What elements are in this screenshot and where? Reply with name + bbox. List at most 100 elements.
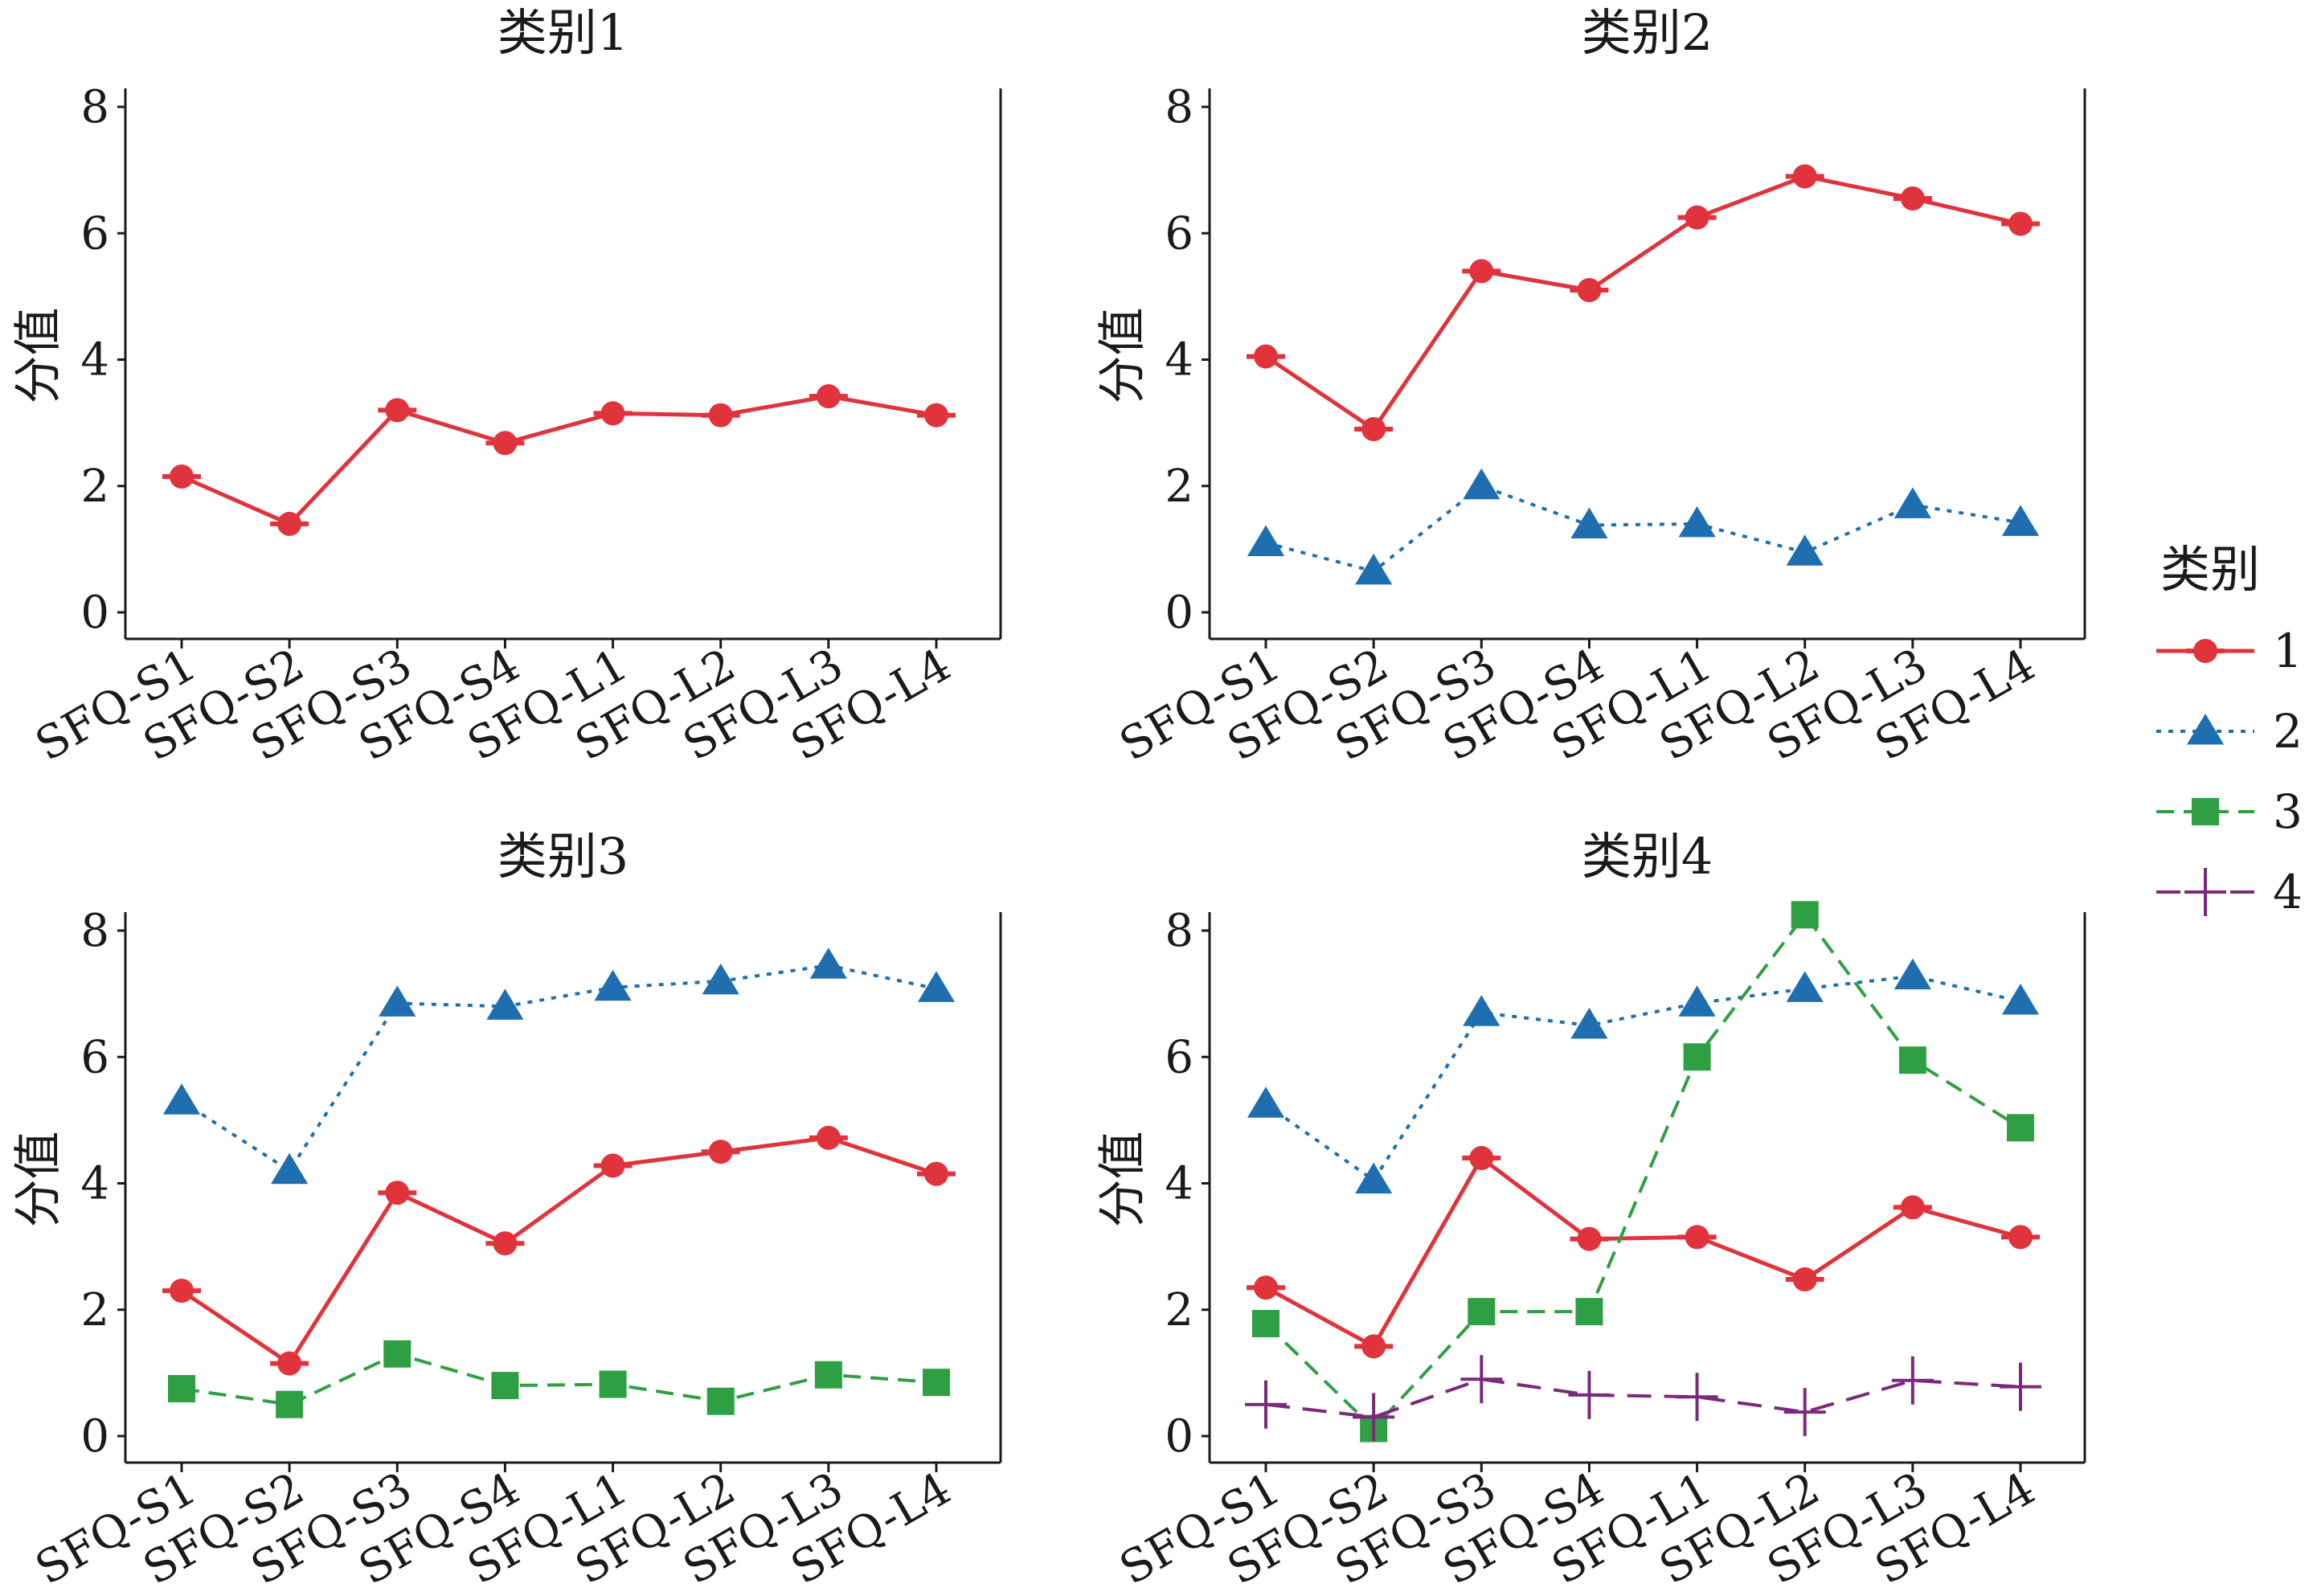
data-point (599, 1370, 627, 1398)
data-point (1462, 259, 1501, 284)
y-axis-label: 分值 (1095, 1132, 1151, 1228)
data-point (378, 398, 417, 423)
series-line (1264, 913, 2022, 1430)
data-point (1247, 1275, 1285, 1300)
data-point (1354, 1334, 1394, 1359)
data-point (1252, 1310, 1279, 1338)
data-point (2007, 1114, 2034, 1142)
data-point (917, 1161, 956, 1186)
data-point (594, 969, 632, 1001)
series-line (1265, 1377, 2021, 1419)
legend-item-2: 2 (2156, 704, 2303, 759)
data-point (1678, 505, 1716, 538)
data-point (2001, 505, 2040, 536)
y-tick-label: 4 (1165, 334, 1193, 387)
data-point (1893, 1195, 1932, 1220)
chart-panel-4: 类别402468分值SFQ-S1SFQ-S2SFQ-S3SFQ-S4SFQ-L1… (1095, 827, 2086, 1595)
data-point (1355, 553, 1393, 585)
data-point (1460, 1355, 1503, 1404)
y-tick-label: 6 (1165, 1031, 1193, 1083)
data-point (2001, 984, 2040, 1015)
y-tick-label: 4 (80, 1158, 109, 1210)
legend-label: 4 (2273, 865, 2303, 919)
y-tick-label: 8 (80, 81, 109, 133)
y-tick-label: 8 (1165, 905, 1193, 957)
data-point (814, 1361, 842, 1389)
data-point (1245, 1380, 1287, 1429)
data-point (485, 1231, 525, 1256)
data-point (162, 1279, 201, 1303)
chart-panel-2: 类别202468分值SFQ-S1SFQ-S2SFQ-S3SFQ-S4SFQ-L1… (1095, 3, 2086, 771)
data-point (1468, 1298, 1496, 1326)
data-point (923, 1369, 950, 1397)
data-point (1785, 164, 1824, 189)
data-point (379, 985, 416, 1017)
data-point (1791, 901, 1819, 929)
data-point (1354, 416, 1394, 441)
data-point (162, 464, 201, 489)
y-tick-label: 2 (80, 1284, 109, 1336)
legend-marker (2186, 714, 2225, 745)
data-point (270, 511, 309, 536)
data-point (1894, 958, 1931, 990)
data-point (1898, 1046, 1926, 1074)
legend-label: 1 (2273, 624, 2303, 678)
data-point (1570, 278, 1609, 303)
data-point (593, 1153, 633, 1178)
legend-label: 3 (2273, 784, 2303, 839)
data-point (593, 401, 633, 426)
data-point (486, 988, 524, 1020)
legend-item-1: 1 (2156, 624, 2303, 678)
data-point (1786, 534, 1824, 566)
series-1 (1247, 164, 2040, 441)
data-point (1891, 1356, 1934, 1405)
legend-marker (2192, 798, 2219, 825)
data-point (1785, 1267, 1824, 1292)
y-tick-label: 2 (80, 460, 109, 513)
legend-item-4: 4 (2156, 865, 2303, 919)
data-point (917, 403, 956, 428)
series-line (1264, 174, 2021, 432)
data-point (1355, 1162, 1393, 1194)
data-point (1677, 205, 1717, 230)
data-point (1353, 1393, 1395, 1442)
data-point (383, 1340, 411, 1368)
data-point (1247, 344, 1285, 369)
legend-marker (2186, 639, 2225, 663)
data-point (491, 1372, 519, 1400)
chart-panel-1: 类别102468分值SFQ-S1SFQ-S2SFQ-S3SFQ-S4SFQ-L1… (10, 3, 1002, 771)
y-tick-label: 6 (80, 1031, 109, 1083)
data-point (1463, 995, 1501, 1026)
data-point (1570, 1226, 1609, 1251)
legend-title: 类别 (2160, 540, 2260, 599)
data-point (917, 971, 956, 1002)
data-point (706, 1387, 735, 1415)
panel-title: 类别3 (497, 827, 628, 886)
series-3 (1252, 901, 2034, 1443)
data-point (1893, 186, 1932, 211)
y-tick-label: 0 (80, 1410, 109, 1463)
series-4 (1245, 1355, 2041, 1442)
legend-marker (2184, 868, 2226, 916)
data-point (1247, 1087, 1285, 1118)
y-axis-label: 分值 (10, 308, 67, 404)
data-point (701, 403, 740, 428)
data-point (1570, 1007, 1608, 1039)
y-tick-label: 0 (80, 587, 109, 639)
y-tick-label: 8 (80, 905, 109, 957)
panel-title: 类别1 (497, 3, 628, 62)
y-tick-label: 4 (80, 334, 109, 387)
chart-panel-3: 类别302468分值SFQ-S1SFQ-S2SFQ-S3SFQ-S4SFQ-L1… (10, 827, 1002, 1595)
legend: 类别1 2 3 4 (2156, 540, 2303, 919)
legend-label: 2 (2273, 704, 2303, 759)
y-tick-label: 0 (1165, 587, 1193, 639)
data-point (809, 1125, 848, 1150)
series-line (180, 394, 937, 526)
data-point (378, 1181, 417, 1205)
series-2 (1247, 958, 2040, 1194)
data-point (1462, 1146, 1501, 1171)
series-1 (162, 1125, 956, 1376)
data-point (1568, 1370, 1611, 1419)
panel-title: 类别2 (1582, 3, 1713, 62)
